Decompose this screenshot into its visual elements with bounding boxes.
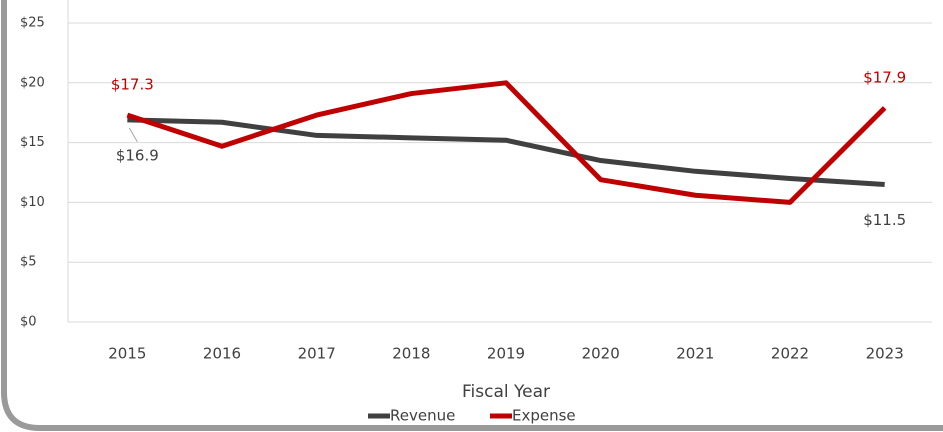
data-label: $16.9 [116,146,159,164]
x-tick-label: 2022 [771,345,809,363]
x-tick-label: 2016 [203,345,241,363]
x-tick-label: 2015 [108,345,146,363]
x-tick-label: 2020 [582,345,620,363]
y-tick-label: $25 [20,16,45,31]
leader-line [128,127,138,143]
y-tick-label: $0 [20,315,37,330]
y-tick-label: $15 [20,135,45,150]
legend-label: Revenue [390,407,455,425]
data-label: $11.5 [863,211,906,229]
x-axis-title: Fiscal Year [462,382,550,402]
series-line [127,117,885,187]
x-tick-label: 2017 [298,345,336,363]
legend-label: Expense [512,407,576,425]
x-tick-label: 2021 [676,345,714,363]
y-tick-label: $20 [20,75,45,90]
data-label: $17.3 [111,76,154,94]
series-line [126,80,887,205]
x-tick-label: 2019 [487,345,525,363]
y-tick-label: $10 [20,195,45,210]
x-tick-label: 2018 [392,345,430,363]
x-tick-label: 2023 [866,345,904,363]
y-tick-label: $5 [20,255,37,270]
data-label: $17.9 [863,68,906,86]
